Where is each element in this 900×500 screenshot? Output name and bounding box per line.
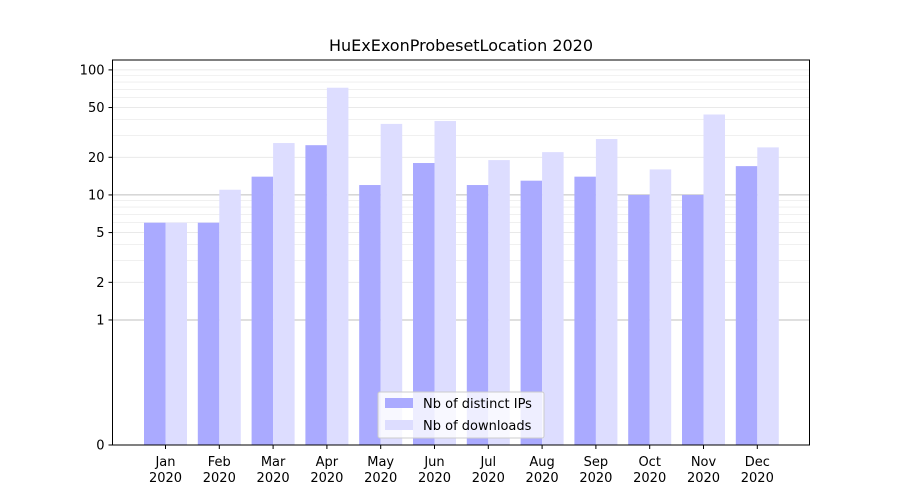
- y-axis: 0 1 2 5 10 20 50 100: [80, 63, 113, 454]
- legend-swatch-distinct-ips: [385, 398, 413, 408]
- bar-downloads: [542, 152, 564, 445]
- x-tick-label: Aug 2020: [526, 455, 559, 486]
- x-tick-label: Jul 2020: [472, 455, 505, 486]
- bar-distinct-ips: [359, 185, 381, 445]
- x-axis: Jan 2020 Feb 2020 Mar 2020 Apr 2020 May 2020 Jun 20…: [149, 445, 774, 486]
- bar-downloads: [165, 222, 187, 445]
- bar-downloads: [757, 147, 779, 446]
- y-tick-label: 1: [96, 313, 104, 328]
- plot-frame: [112, 59, 810, 446]
- bar-distinct-ips: [520, 180, 543, 445]
- bar-distinct-ips: [735, 166, 758, 445]
- bar-downloads: [703, 114, 725, 445]
- x-tick-label: Feb 2020: [203, 455, 236, 486]
- x-tick-label: Dec 2020: [741, 455, 774, 486]
- x-tick-label: Mar 2020: [257, 455, 290, 486]
- x-tick-label: Apr 2020: [310, 455, 343, 486]
- y-tick-label: 20: [88, 151, 105, 166]
- legend-label-downloads: Nb of downloads: [423, 419, 532, 434]
- bar-distinct-ips: [197, 222, 220, 445]
- bar-downloads: [326, 87, 349, 445]
- legend-label-distinct-ips: Nb of distinct IPs: [423, 397, 532, 412]
- x-tick-label: Nov 2020: [687, 455, 720, 486]
- bar-downloads: [380, 123, 403, 445]
- bar-distinct-ips: [305, 145, 327, 445]
- y-tick-label: 5: [96, 226, 104, 241]
- bar-distinct-ips: [251, 176, 274, 445]
- bar-distinct-ips: [466, 185, 489, 445]
- bars-layer: [144, 87, 779, 446]
- bar-distinct-ips: [144, 222, 166, 445]
- x-tick-label: Jun 2020: [418, 455, 451, 486]
- y-tick-label: 10: [88, 188, 105, 203]
- x-tick-label: Oct 2020: [633, 455, 666, 486]
- bar-downloads: [273, 143, 295, 445]
- bar-downloads: [434, 121, 456, 446]
- x-tick-label: Jan 2020: [149, 455, 182, 486]
- x-tick-label: Sep 2020: [579, 455, 612, 486]
- bar-downloads: [488, 160, 510, 445]
- legend-swatch-downloads: [385, 420, 413, 430]
- bar-distinct-ips: [574, 176, 596, 445]
- y-tick-label: 0: [96, 439, 104, 454]
- y-tick-label: 2: [96, 276, 104, 291]
- bar-distinct-ips: [628, 194, 650, 445]
- bar-downloads: [219, 189, 241, 445]
- legend-box: [377, 391, 545, 439]
- bar-downloads: [649, 169, 672, 445]
- bar-distinct-ips: [413, 163, 435, 445]
- bar-downloads: [595, 139, 618, 445]
- y-tick-label: 100: [80, 63, 105, 78]
- x-tick-label: May 2020: [364, 455, 397, 486]
- y-tick-label: 50: [88, 101, 105, 116]
- chart-title: HuExExonProbesetLocation 2020: [329, 36, 593, 55]
- legend: Nb of distinct IPs Nb of downloads: [377, 391, 545, 439]
- bar-distinct-ips: [682, 194, 704, 445]
